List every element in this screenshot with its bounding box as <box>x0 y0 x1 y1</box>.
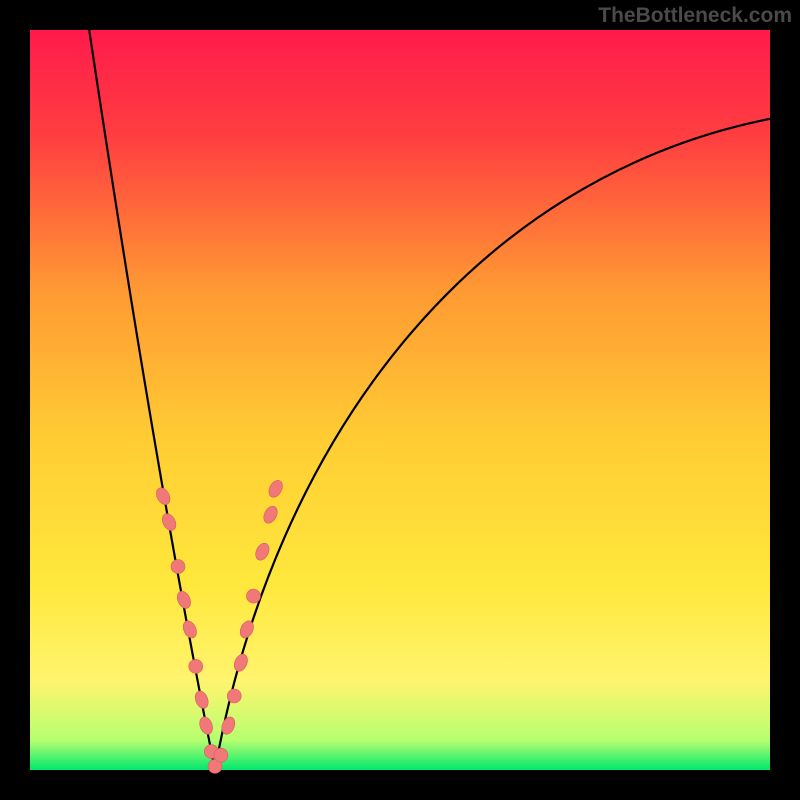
bottleneck-plot <box>0 0 800 800</box>
marker-point <box>189 659 203 673</box>
marker-point <box>171 560 185 574</box>
marker-point <box>246 589 260 603</box>
watermark-text: TheBottleneck.com <box>598 4 792 28</box>
marker-point <box>214 748 228 762</box>
chart-container: TheBottleneck.com <box>0 0 800 800</box>
marker-point <box>227 689 241 703</box>
gradient-background <box>30 30 770 770</box>
